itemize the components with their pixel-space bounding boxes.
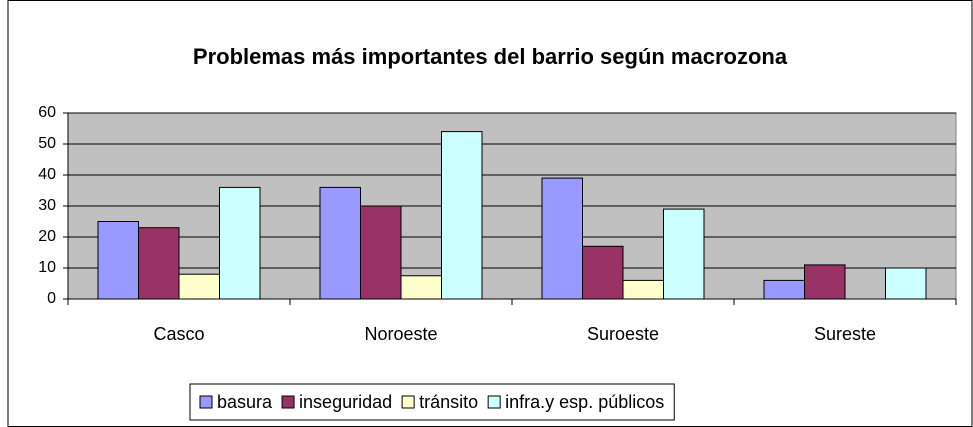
legend-swatch: [281, 395, 295, 409]
y-tick-label: 50: [38, 135, 56, 152]
y-tick-label: 10: [38, 259, 56, 276]
bar: [763, 279, 805, 300]
x-tick-label: Suroeste: [587, 324, 659, 344]
x-tick-label: Noroeste: [364, 324, 437, 344]
bar: [441, 131, 483, 300]
bar: [582, 245, 624, 300]
bar: [178, 273, 220, 300]
y-tick-label: 0: [47, 290, 56, 307]
legend-swatch: [401, 395, 415, 409]
y-tick-label: 20: [38, 228, 56, 245]
x-tick-label: Casco: [153, 324, 204, 344]
bar: [360, 205, 402, 300]
legend-swatch: [487, 395, 501, 409]
y-tick-label: 30: [38, 197, 56, 214]
legend-label: inseguridad: [299, 392, 392, 412]
bar: [663, 208, 705, 300]
x-tick-label: Sureste: [814, 324, 876, 344]
bar: [885, 267, 927, 300]
bar: [541, 177, 583, 300]
bar: [219, 186, 261, 300]
legend-label: basura: [217, 392, 273, 412]
legend-label: tránsito: [419, 392, 478, 412]
bar: [622, 279, 664, 300]
bar: [804, 264, 846, 300]
y-tick-label: 60: [38, 104, 56, 121]
bar: [97, 221, 139, 300]
legend-box: [189, 383, 675, 421]
bar: [138, 227, 180, 300]
bar: [319, 186, 361, 300]
y-tick-label: 40: [38, 166, 56, 183]
legend-label: infra.y esp. públicos: [505, 392, 664, 412]
bar: [400, 275, 442, 300]
legend-swatch: [199, 395, 213, 409]
chart-title: Problemas más importantes del barrio seg…: [193, 44, 788, 69]
